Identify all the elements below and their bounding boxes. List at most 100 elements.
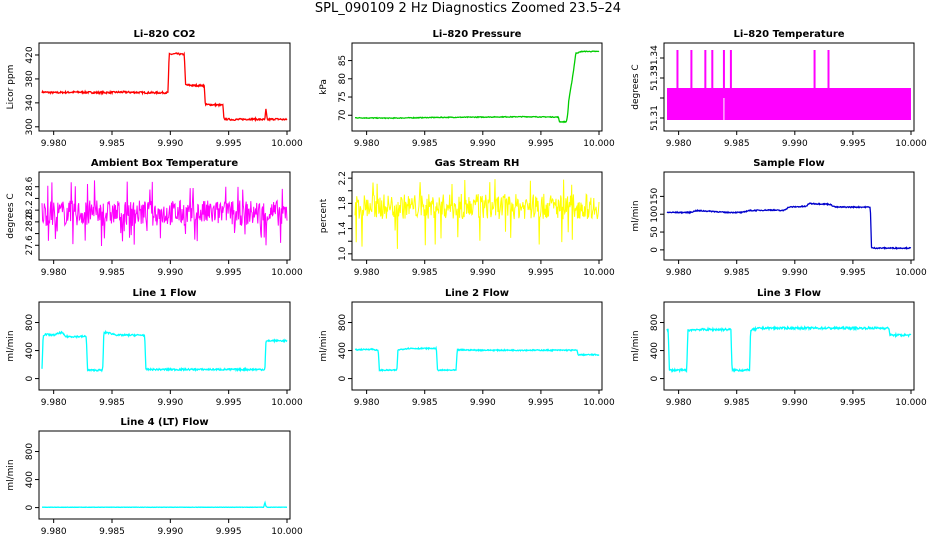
y-tick-label: 28.0: [25, 212, 35, 232]
series-line: [666, 325, 912, 374]
x-tick-label: 9.980: [354, 398, 380, 408]
x-tick-label: 9.985: [724, 268, 750, 278]
plot-frame: [38, 301, 291, 391]
panel-8: Line 2 Flow 9.980 9.985 9.990 9.995 10.000 0 40…: [319, 288, 615, 408]
x-tick-label: 10.000: [271, 268, 303, 278]
x-tick-label: 9.980: [354, 268, 380, 278]
y-tick-label: 75: [338, 91, 348, 102]
x-tick-label: 9.985: [99, 398, 125, 408]
x-tick-label: 9.985: [99, 139, 125, 149]
y-tick-label: 28.6: [25, 176, 35, 196]
x-tick-label: 9.995: [840, 268, 866, 278]
x-tick-label: 10.000: [583, 268, 615, 278]
y-tick-label: 800: [25, 314, 35, 331]
y-tick-label: 800: [338, 314, 348, 331]
y-tick-label: 0: [650, 375, 660, 381]
y-tick-label: 0: [338, 375, 348, 381]
y-axis-label: percent: [319, 198, 329, 233]
y-tick-label: 85: [338, 55, 348, 66]
y-axis-label: degrees C: [6, 193, 16, 238]
x-tick-label: 9.980: [666, 268, 692, 278]
series-line: [355, 50, 600, 124]
y-axis-label: ml/min: [6, 330, 16, 361]
y-axis-label: degrees C: [631, 64, 641, 109]
plot-frame: [663, 171, 915, 261]
panel-title: Line 3 Flow: [757, 288, 821, 299]
x-tick-label: 9.985: [412, 398, 438, 408]
x-tick-label: 9.990: [782, 139, 808, 149]
y-tick-label: 340: [25, 94, 35, 111]
panel-title: Ambient Box Temperature: [91, 158, 238, 169]
y-axis-label: ml/min: [631, 200, 641, 231]
x-tick-label: 9.995: [216, 398, 242, 408]
y-tick-label: 2.2: [338, 171, 348, 185]
y-axis-label: kPa: [319, 79, 329, 95]
x-tick-label: 9.995: [528, 268, 554, 278]
y-tick-label: 27.6: [25, 235, 35, 255]
x-tick-label: 9.995: [216, 527, 242, 537]
panel-title: Line 4 (LT) Flow: [120, 417, 208, 428]
panel-title: Line 1 Flow: [133, 288, 197, 299]
y-tick-label: 420: [25, 46, 35, 63]
y-tick-label: 51.33: [650, 65, 660, 91]
y-tick-label: 0: [25, 504, 35, 510]
panel-4: Ambient Box Temperature 9.980 9.985 9.990 9.…: [6, 158, 303, 278]
y-tick-label: 51.31: [650, 105, 660, 131]
panel-7: Line 1 Flow 9.980 9.985 9.990 9.995 10.000 0 40…: [6, 288, 303, 408]
y-axis-label: ml/min: [6, 459, 16, 490]
x-tick-label: 9.980: [41, 527, 67, 537]
x-tick-label: 9.980: [41, 398, 67, 408]
y-tick-label: 400: [25, 471, 35, 488]
y-axis-label: Licor ppm: [6, 65, 16, 110]
panel-title: Sample Flow: [753, 158, 825, 169]
panel-10: Line 4 (LT) Flow 9.980 9.985 9.990 9.995 10.0…: [6, 417, 303, 537]
plot-frame: [351, 171, 603, 261]
x-tick-label: 10.000: [271, 139, 303, 149]
x-tick-label: 9.995: [840, 398, 866, 408]
x-tick-label: 9.980: [354, 139, 380, 149]
x-tick-label: 9.995: [840, 139, 866, 149]
y-tick-label: 380: [25, 70, 35, 87]
x-tick-label: 9.990: [470, 398, 496, 408]
series-band: [667, 88, 911, 120]
x-tick-label: 9.990: [157, 398, 183, 408]
y-tick-label: 1.0: [338, 246, 348, 261]
x-tick-label: 10.000: [895, 139, 927, 149]
y-tick-label: 51.34: [650, 45, 660, 71]
y-tick-label: 400: [25, 342, 35, 359]
panel-title: Gas Stream RH: [435, 158, 520, 169]
panel-9: Line 3 Flow 9.980 9.985 9.990 9.995 10.000 0 40…: [631, 288, 927, 408]
x-tick-label: 9.990: [782, 398, 808, 408]
y-tick-label: 800: [650, 314, 660, 331]
x-tick-label: 9.990: [470, 139, 496, 149]
x-tick-label: 9.990: [157, 139, 183, 149]
y-tick-label: 800: [25, 443, 35, 460]
x-tick-label: 9.990: [470, 268, 496, 278]
x-tick-label: 10.000: [271, 527, 303, 537]
panel-1: Li–820 CO2 9.980 9.985 9.990 9.995 10.000 300 3…: [6, 29, 303, 149]
y-tick-label: 28.2: [25, 200, 35, 220]
plot-frame: [663, 42, 915, 132]
plot-frame: [663, 301, 915, 391]
plot-frame: [38, 430, 291, 520]
panel-title: Li–820 Pressure: [433, 29, 522, 40]
panel-3: Li–820 Temperature 9.980 9.985 9.990 9.995 10…: [631, 29, 927, 149]
y-tick-label: 1.4: [338, 221, 348, 236]
x-tick-label: 9.995: [216, 268, 242, 278]
y-tick-label: 400: [338, 342, 348, 359]
x-tick-label: 9.990: [157, 268, 183, 278]
y-tick-label: 70: [338, 109, 348, 121]
x-tick-label: 9.985: [724, 139, 750, 149]
x-tick-label: 10.000: [583, 398, 615, 408]
x-tick-label: 9.980: [41, 139, 67, 149]
x-tick-label: 9.985: [99, 527, 125, 537]
series-line: [666, 202, 912, 251]
panel-5: Gas Stream RH 9.980 9.985 9.990 9.995 10.000 1…: [319, 158, 615, 278]
y-tick-label: 100: [650, 205, 660, 222]
x-tick-label: 9.985: [99, 268, 125, 278]
figure-title: SPL_090109 2 Hz Diagnostics Zoomed 23.5–…: [314, 1, 622, 16]
series-line: [41, 329, 288, 373]
x-tick-label: 9.985: [412, 139, 438, 149]
